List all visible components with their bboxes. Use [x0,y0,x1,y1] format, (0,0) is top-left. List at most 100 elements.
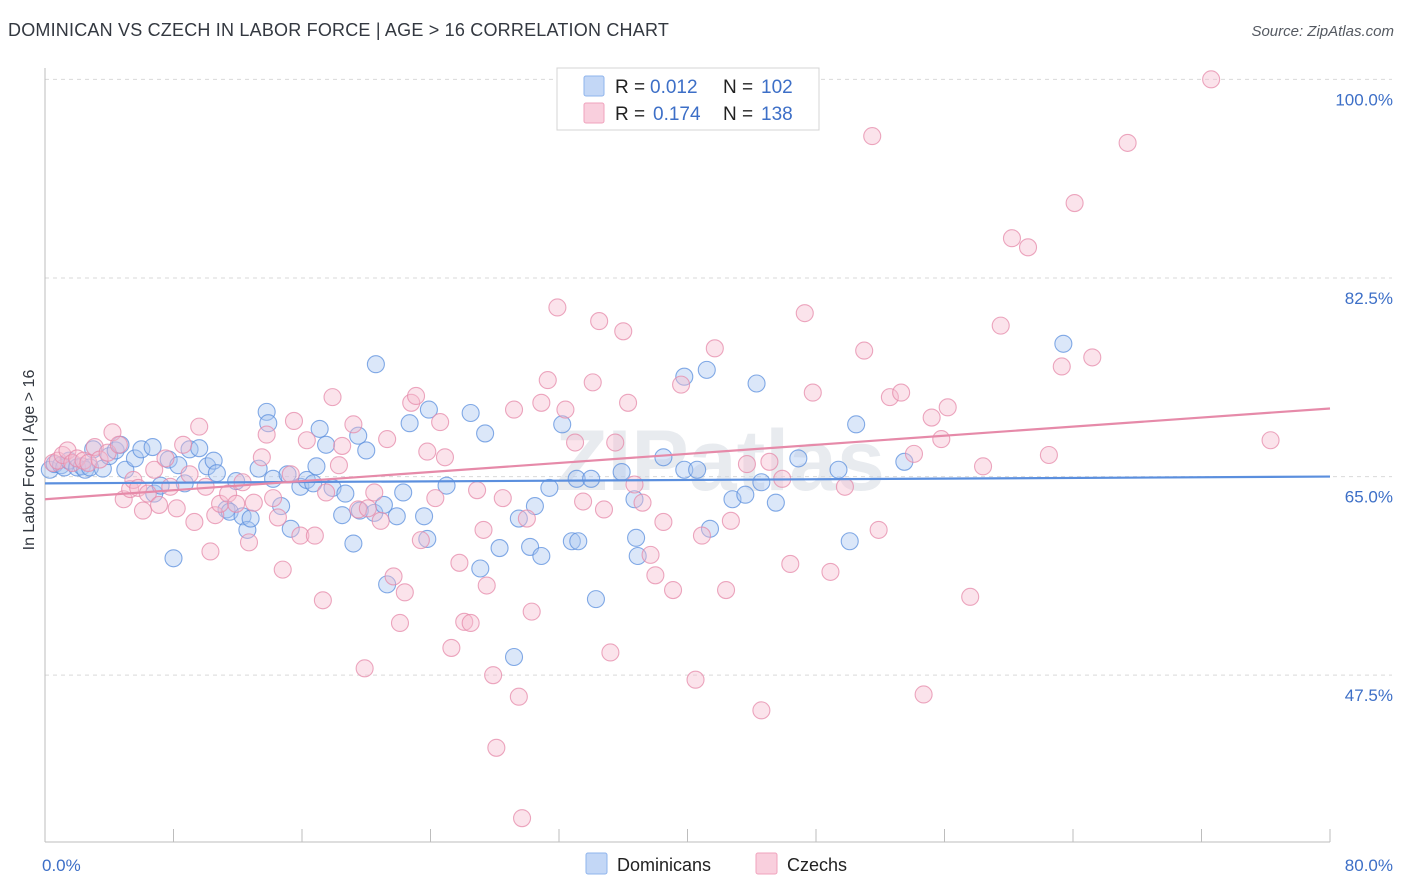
point-dominicans [259,414,278,433]
point-czechs [149,495,169,514]
point-dominicans [387,507,406,526]
point-dominicans [1054,334,1073,353]
point-dominicans [180,440,199,459]
legend-r-value-dominicans: 0.012 [650,77,698,98]
point-dominicans [532,546,551,566]
trend-line-czechs [44,407,1331,501]
point-dominicans [394,483,413,502]
bottom-legend-czechs: Czechs [787,855,847,875]
point-dominicans [490,539,509,558]
point-dominicans [400,414,419,433]
point-czechs [323,388,342,407]
legend-r-value-czechs: 0.174 [653,104,701,125]
point-dominicans [317,435,336,454]
y-axis-label: In Labor Force | Age > 16 [21,370,38,551]
point-czechs [556,400,575,419]
point-czechs [79,453,98,472]
legend-n-value-czechs: 138 [761,104,793,125]
point-czechs [1202,70,1221,89]
point-czechs [1118,133,1137,152]
point-czechs [344,415,363,434]
point-dominicans [747,374,766,393]
point-czechs [1039,445,1058,465]
point-czechs [705,339,724,358]
point-czechs [468,481,487,500]
point-czechs [1052,357,1071,376]
point-czechs [654,512,673,532]
point-dominicans [164,549,183,568]
point-czechs [646,566,665,585]
point-czechs [803,383,822,402]
bottom-legend: Dominicans Czechs [585,852,847,875]
point-czechs [991,316,1010,335]
tick-labels: 100.0% 82.5% 65.0% 47.5% 0.0% 80.0% [42,90,1393,875]
bottom-legend-dominicans: Dominicans [617,855,711,875]
point-czechs [435,448,455,467]
point-dominicans [628,546,647,566]
point-czechs [835,477,854,496]
legend-n-label: N = [723,104,753,125]
point-dominicans [249,459,268,478]
point-czechs [672,375,691,394]
legend-swatch-dominicans [583,75,605,97]
point-czechs [614,322,633,341]
point-dominicans [675,460,694,479]
point-czechs [1261,431,1280,450]
point-dominicans [504,647,524,667]
point-czechs [760,452,779,471]
point-czechs [594,500,614,519]
point-czechs [574,492,593,511]
point-dominicans [562,532,581,551]
point-czechs [461,613,480,633]
point-czechs [601,643,620,662]
axes [44,68,1331,843]
point-dominicans [349,426,368,445]
point-czechs [633,493,652,512]
point-czechs [329,456,348,475]
point-czechs [273,560,292,579]
point-czechs [548,298,567,317]
point-czechs [477,576,496,595]
point-czechs [932,430,951,449]
point-czechs [355,659,374,678]
point-czechs [442,638,461,657]
point-dominicans [357,441,376,460]
point-dominicans [829,460,848,479]
point-czechs [663,581,683,600]
point-czechs [1018,238,1038,257]
point-czechs [474,520,493,539]
point-dominicans [366,355,385,374]
point-czechs [504,400,524,419]
point-czechs [484,666,503,685]
point-czechs [863,127,882,146]
point-czechs [532,393,551,412]
point-czechs [455,612,474,631]
bottom-legend-swatch-czechs [755,852,778,875]
point-dominicans [336,484,355,503]
point-dominicans [344,534,363,553]
trend-line-dominicans [44,475,1331,485]
point-dominicans [688,460,707,479]
trend-lines [44,407,1331,501]
point-dominicans [627,528,646,547]
point-czechs [244,493,263,512]
point-dominicans [697,360,716,379]
point-czechs [509,687,528,706]
point-czechs [365,483,384,502]
watermark: ZIPatlas [555,413,885,509]
point-dominicans [415,507,434,526]
point-czechs [922,408,941,427]
point-dominicans [307,457,326,476]
point-dominicans [418,529,437,549]
point-czechs [378,430,397,449]
point-dominicans [190,439,209,458]
point-czechs [781,554,800,574]
point-czechs [297,431,316,450]
point-czechs [493,489,512,508]
point-czechs [384,567,403,586]
legend-n-value-dominicans: 102 [761,77,793,98]
point-czechs [880,388,899,407]
point-czechs [538,371,557,390]
point-czechs [737,455,756,474]
point-czechs [938,398,957,417]
